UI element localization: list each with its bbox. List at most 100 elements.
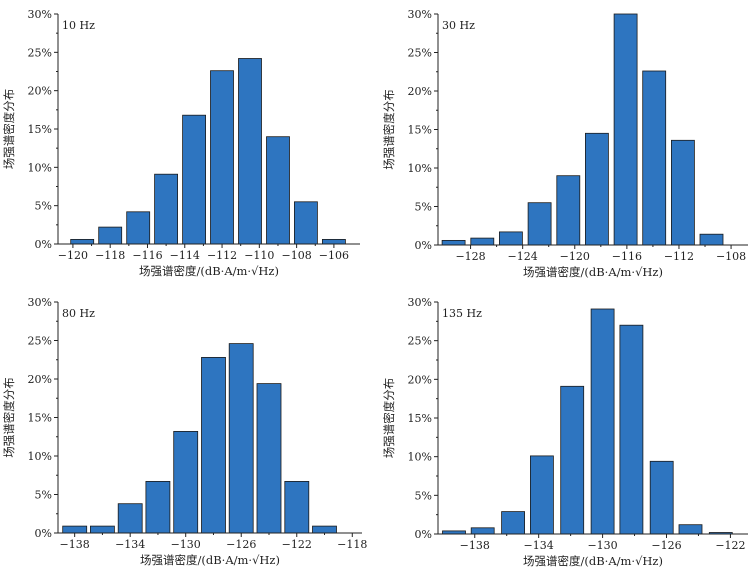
bar: [560, 385, 585, 535]
y-axis-title: 场强谱密度分布: [2, 89, 16, 170]
bar: [98, 226, 123, 245]
bar: [590, 308, 615, 535]
bar: [530, 455, 554, 535]
x-tick-label: −138: [460, 539, 490, 552]
y-axis-title: 场强谱密度分布: [382, 89, 396, 170]
y-tick-label: 30%: [28, 8, 52, 21]
bar: [501, 511, 526, 535]
bar: [117, 503, 143, 534]
y-tick-label: 15%: [408, 124, 432, 137]
y-tick-label: 25%: [408, 47, 432, 60]
x-tick-label: −128: [455, 250, 485, 263]
y-tick-label: 10%: [28, 161, 52, 174]
bar: [90, 525, 115, 534]
bar: [201, 356, 226, 534]
y-tick-label: 15%: [408, 412, 432, 425]
x-tick-label: −126: [226, 538, 256, 551]
y-tick-label: 10%: [408, 451, 432, 464]
bar: [210, 70, 234, 245]
panel-frequency-label: 135 Hz: [442, 307, 482, 320]
x-tick-label: −112: [207, 249, 237, 262]
bar: [228, 343, 254, 534]
y-axis-title: 场强谱密度分布: [2, 377, 16, 458]
chart-panel: 0% 5% 10% 15% 20% 25% 30% −138 −134 −130 −126 −122 1…: [382, 296, 748, 568]
y-tick-label: 5%: [415, 489, 432, 502]
y-tick-label: 20%: [28, 85, 52, 98]
y-tick-label: 15%: [28, 123, 52, 136]
x-axis-title: 场强谱密度/(dB·A/m·√Hz): [139, 264, 279, 278]
y-tick-label: 5%: [35, 200, 52, 213]
chart-panel: 0% 5% 10% 15% 20% 25% 30% −128 −124 −120 −116 −112 −…: [382, 8, 748, 279]
x-tick-label: −122: [282, 538, 312, 551]
x-tick-label: −108: [716, 250, 746, 263]
panel-frequency-label: 80 Hz: [62, 307, 95, 320]
bar: [556, 175, 581, 246]
x-tick-label: −118: [95, 249, 125, 262]
y-tick-label: 30%: [408, 296, 432, 309]
x-tick-label: −116: [132, 249, 162, 262]
y-tick-label: 25%: [408, 335, 432, 348]
bar: [312, 525, 337, 534]
x-tick-label: −116: [612, 250, 642, 263]
x-tick-label: −130: [587, 539, 617, 552]
bar: [126, 211, 151, 245]
y-tick-label: 25%: [28, 46, 52, 59]
panel-frequency-label: 30 Hz: [442, 19, 475, 32]
bar: [266, 136, 290, 245]
bar: [182, 114, 207, 245]
y-tick-label: 25%: [28, 335, 52, 348]
x-tick-label: −108: [282, 249, 312, 262]
bar: [619, 324, 644, 535]
x-tick-label: −114: [170, 249, 200, 262]
bar: [145, 480, 171, 534]
y-axis-title: 场强谱密度分布: [382, 378, 396, 459]
bar: [470, 237, 495, 246]
bar: [238, 58, 262, 245]
bar: [699, 233, 724, 246]
x-tick-label: −120: [560, 250, 590, 263]
x-tick-label: −112: [664, 250, 694, 263]
bar: [498, 231, 523, 246]
y-tick-label: 0%: [35, 527, 52, 540]
bar: [256, 383, 282, 534]
bar: [293, 201, 318, 245]
bar: [642, 70, 667, 246]
x-tick-label: −120: [58, 249, 88, 262]
bar: [470, 527, 495, 535]
bar: [441, 239, 466, 246]
x-axis-title: 场强谱密度/(dB·A/m·√Hz): [140, 553, 280, 567]
bar: [321, 238, 346, 245]
x-tick-label: −106: [319, 249, 349, 262]
y-tick-label: 20%: [408, 373, 432, 386]
y-tick-label: 0%: [415, 528, 432, 541]
bar: [613, 13, 638, 246]
y-tick-label: 10%: [28, 450, 52, 463]
x-tick-label: −122: [715, 539, 745, 552]
y-tick-label: 10%: [408, 162, 432, 175]
x-axis-title: 场强谱密度/(dB·A/m·√Hz): [523, 554, 663, 568]
x-tick-label: −110: [244, 249, 274, 262]
bar: [585, 132, 609, 246]
x-tick-label: −124: [508, 250, 538, 263]
bar: [527, 202, 552, 246]
y-tick-label: 5%: [35, 489, 52, 502]
chart-panel: 0% 5% 10% 15% 20% 25% 30% −138 −134 −130 −126 −122 −…: [2, 296, 367, 567]
x-tick-label: −126: [651, 539, 681, 552]
y-tick-label: 5%: [415, 201, 432, 214]
bar: [284, 480, 310, 534]
y-tick-label: 0%: [415, 239, 432, 252]
y-tick-label: 0%: [35, 238, 52, 251]
chart-panel: 0%5%10%15%20%25%30%−120 −118 −116 −114 −112−…: [2, 8, 360, 278]
y-tick-label: 30%: [28, 296, 52, 309]
bar: [649, 460, 674, 535]
x-tick-label: −138: [60, 538, 90, 551]
y-tick-label: 15%: [28, 412, 52, 425]
bar: [154, 173, 179, 245]
y-tick-label: 20%: [408, 85, 432, 98]
bar: [671, 139, 695, 246]
x-axis-title: 场强谱密度/(dB·A/m·√Hz): [523, 265, 663, 279]
y-tick-label: 30%: [408, 8, 432, 21]
bar: [678, 524, 703, 535]
x-tick-label: −130: [171, 538, 201, 551]
bar: [173, 430, 199, 534]
